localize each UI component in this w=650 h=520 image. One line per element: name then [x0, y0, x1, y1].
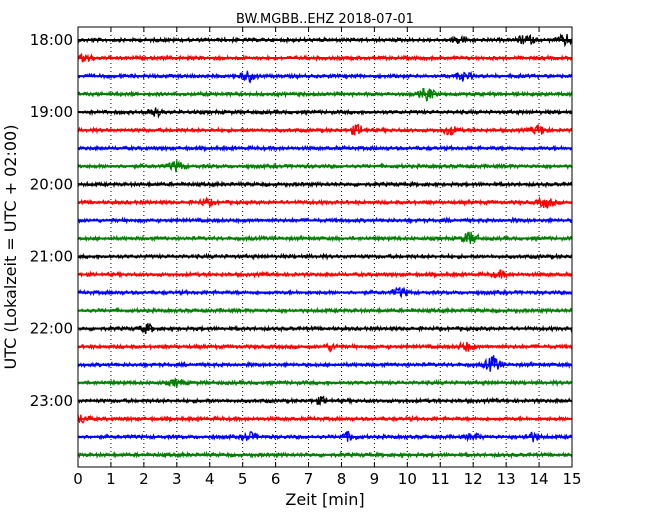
y-tick-label: 19:00 [30, 103, 73, 121]
y-tick-label: 18:00 [30, 31, 73, 49]
y-axis-label: UTC (Lokalzeit = UTC + 02:00) [1, 125, 20, 370]
x-tick-label: 2 [139, 470, 149, 488]
x-tick-label: 8 [337, 470, 347, 488]
plot-frame [77, 26, 573, 468]
y-tick-label: 21:00 [30, 247, 73, 265]
x-tick-label: 10 [398, 470, 417, 488]
x-tick-label: 12 [464, 470, 483, 488]
x-tick-label: 5 [238, 470, 248, 488]
x-tick-label: 4 [205, 470, 215, 488]
y-tick-label: 22:00 [30, 320, 73, 338]
x-tick-label: 9 [370, 470, 380, 488]
x-tick-label: 0 [73, 470, 83, 488]
x-tick-label: 13 [497, 470, 516, 488]
x-tick-label: 14 [530, 470, 549, 488]
x-tick-label: 3 [172, 470, 182, 488]
chart-title: BW.MGBB..EHZ 2018-07-01 [236, 12, 414, 27]
x-tick-label: 6 [271, 470, 281, 488]
x-tick-label: 7 [304, 470, 314, 488]
x-tick-label: 11 [431, 470, 450, 488]
x-tick-label: 15 [562, 470, 581, 488]
x-tick-label: 1 [106, 470, 116, 488]
tick-group: 0 1 2 3 4 5 6 7 8 9 10 11 12 13 14 1518:0019:0020:0021:… [30, 27, 582, 488]
x-axis-label: Zeit [min] [285, 490, 364, 509]
y-tick-label: 20:00 [30, 175, 73, 193]
grid-lines [110, 27, 540, 467]
y-tick-label: 23:00 [30, 392, 73, 410]
trace-group [77, 32, 573, 460]
